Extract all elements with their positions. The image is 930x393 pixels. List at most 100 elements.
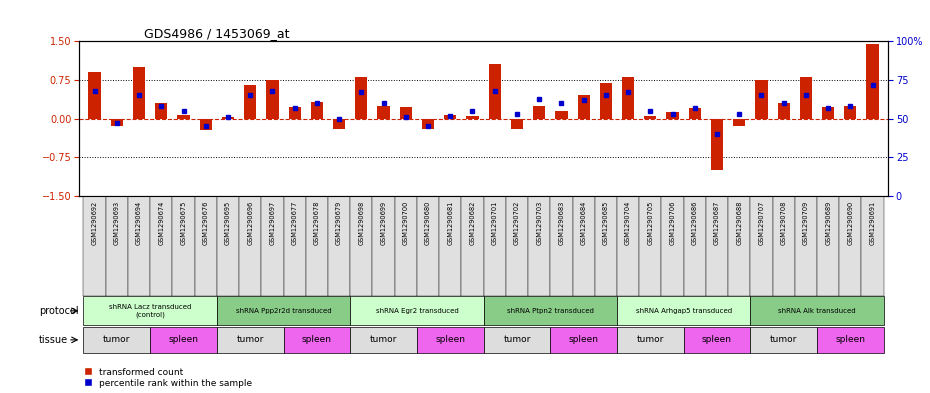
Text: shRNA Lacz transduced
(control): shRNA Lacz transduced (control)	[109, 304, 192, 318]
FancyBboxPatch shape	[484, 296, 617, 325]
Bar	[844, 106, 857, 119]
Text: GSM1290676: GSM1290676	[203, 201, 208, 246]
Bar	[711, 119, 724, 170]
FancyBboxPatch shape	[839, 196, 861, 296]
FancyBboxPatch shape	[795, 196, 817, 296]
FancyBboxPatch shape	[351, 327, 417, 353]
Text: GSM1290686: GSM1290686	[692, 201, 698, 246]
Bar	[400, 107, 412, 119]
FancyBboxPatch shape	[617, 196, 639, 296]
Bar	[445, 114, 457, 119]
Bar	[555, 111, 567, 119]
Bar	[311, 102, 323, 119]
Text: GSM1290706: GSM1290706	[670, 201, 675, 246]
Text: GSM1290692: GSM1290692	[92, 201, 98, 245]
FancyBboxPatch shape	[217, 296, 351, 325]
FancyBboxPatch shape	[751, 196, 773, 296]
FancyBboxPatch shape	[284, 327, 351, 353]
FancyBboxPatch shape	[84, 196, 106, 296]
FancyBboxPatch shape	[617, 296, 751, 325]
Text: GSM1290694: GSM1290694	[136, 201, 142, 245]
Bar	[111, 119, 123, 127]
Bar	[244, 85, 257, 119]
FancyBboxPatch shape	[484, 196, 506, 296]
FancyBboxPatch shape	[150, 327, 217, 353]
Bar	[288, 107, 300, 119]
FancyBboxPatch shape	[617, 327, 684, 353]
Bar	[200, 119, 212, 130]
Text: spleen: spleen	[435, 335, 465, 344]
FancyBboxPatch shape	[217, 327, 284, 353]
Text: spleen: spleen	[302, 335, 332, 344]
Text: GSM1290680: GSM1290680	[425, 201, 431, 246]
Bar	[688, 108, 701, 119]
Text: GSM1290704: GSM1290704	[625, 201, 631, 246]
FancyBboxPatch shape	[417, 327, 484, 353]
Text: GSM1290693: GSM1290693	[113, 201, 120, 245]
Text: GSM1290702: GSM1290702	[514, 201, 520, 246]
FancyBboxPatch shape	[284, 196, 306, 296]
FancyBboxPatch shape	[84, 327, 150, 353]
FancyBboxPatch shape	[394, 196, 417, 296]
Text: spleen: spleen	[168, 335, 198, 344]
FancyBboxPatch shape	[106, 196, 128, 296]
Text: GSM1290688: GSM1290688	[737, 201, 742, 246]
FancyBboxPatch shape	[817, 327, 884, 353]
Text: GSM1290691: GSM1290691	[870, 201, 875, 245]
FancyBboxPatch shape	[684, 196, 706, 296]
Text: spleen: spleen	[835, 335, 865, 344]
Text: shRNA Ppp2r2d transduced: shRNA Ppp2r2d transduced	[235, 308, 331, 314]
Text: tumor: tumor	[637, 335, 664, 344]
Text: tumor: tumor	[770, 335, 797, 344]
Text: shRNA Ptpn2 transduced: shRNA Ptpn2 transduced	[507, 308, 593, 314]
FancyBboxPatch shape	[528, 196, 551, 296]
Text: GSM1290689: GSM1290689	[825, 201, 831, 245]
Text: GSM1290695: GSM1290695	[225, 201, 231, 245]
FancyBboxPatch shape	[639, 196, 661, 296]
Bar	[488, 64, 501, 119]
Bar	[378, 106, 390, 119]
Bar	[622, 77, 634, 119]
Bar	[822, 107, 834, 119]
Bar	[333, 119, 345, 129]
FancyBboxPatch shape	[128, 196, 150, 296]
FancyBboxPatch shape	[773, 196, 795, 296]
Text: GSM1290684: GSM1290684	[580, 201, 587, 246]
Bar	[578, 95, 590, 119]
Text: tumor: tumor	[503, 335, 531, 344]
Text: GSM1290679: GSM1290679	[336, 201, 342, 245]
Text: GSM1290677: GSM1290677	[292, 201, 298, 246]
Text: GSM1290678: GSM1290678	[314, 201, 320, 246]
FancyBboxPatch shape	[351, 296, 484, 325]
FancyBboxPatch shape	[439, 196, 461, 296]
FancyBboxPatch shape	[150, 196, 172, 296]
Text: GSM1290681: GSM1290681	[447, 201, 453, 245]
FancyBboxPatch shape	[484, 327, 551, 353]
FancyBboxPatch shape	[551, 196, 573, 296]
Text: GSM1290690: GSM1290690	[847, 201, 854, 245]
Text: GSM1290682: GSM1290682	[470, 201, 475, 246]
Bar	[155, 103, 167, 119]
Bar	[222, 117, 234, 119]
Text: GSM1290703: GSM1290703	[537, 201, 542, 245]
FancyBboxPatch shape	[84, 296, 217, 325]
FancyBboxPatch shape	[194, 196, 217, 296]
Text: GSM1290683: GSM1290683	[558, 201, 565, 245]
FancyBboxPatch shape	[261, 196, 284, 296]
Legend: transformed count, percentile rank within the sample: transformed count, percentile rank withi…	[84, 367, 253, 389]
FancyBboxPatch shape	[595, 196, 617, 296]
FancyBboxPatch shape	[751, 327, 817, 353]
FancyBboxPatch shape	[706, 196, 728, 296]
Text: spleen: spleen	[702, 335, 732, 344]
FancyBboxPatch shape	[506, 196, 528, 296]
Text: spleen: spleen	[568, 335, 599, 344]
FancyBboxPatch shape	[417, 196, 439, 296]
Text: GSM1290701: GSM1290701	[492, 201, 498, 245]
Bar	[867, 44, 879, 119]
FancyBboxPatch shape	[817, 196, 839, 296]
Bar	[800, 77, 812, 119]
Text: GSM1290709: GSM1290709	[803, 201, 809, 245]
Text: tumor: tumor	[236, 335, 264, 344]
FancyBboxPatch shape	[861, 196, 884, 296]
Text: GSM1290685: GSM1290685	[603, 201, 609, 246]
